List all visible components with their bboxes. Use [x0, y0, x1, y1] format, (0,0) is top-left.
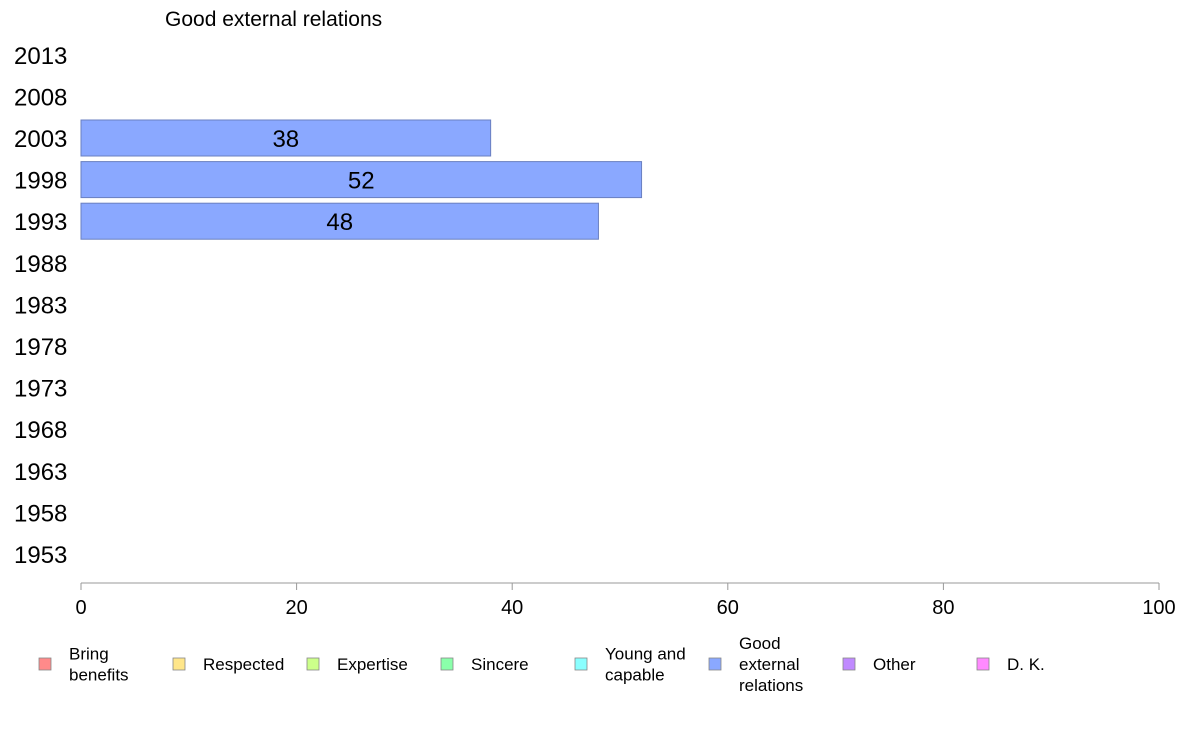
legend-swatch [976, 657, 990, 671]
y-axis-labels: 2013 2008 2003 1998 1993 1988 1983 1978 1973 1968… [14, 43, 67, 569]
y-tick-label: 1998 [14, 168, 67, 195]
legend-label: Young and capable [605, 645, 686, 685]
legend-swatch [708, 657, 722, 671]
legend-swatch [842, 657, 856, 671]
legend-label: Sincere [471, 655, 529, 674]
legend-swatch [574, 657, 588, 671]
y-tick-label: 1968 [14, 417, 67, 444]
legend-label: Good external relations [739, 634, 803, 695]
x-tick-label: 40 [501, 597, 523, 619]
y-tick-label: 1993 [14, 209, 67, 236]
y-tick-label: 1983 [14, 292, 67, 319]
x-tick-label: 0 [75, 597, 86, 619]
legend: Bring benefits Respected Expertise Sincere Yo… [38, 634, 1045, 695]
data-label: 48 [326, 209, 353, 236]
x-tick-label: 60 [717, 597, 739, 619]
legend-label: Bring benefits [69, 645, 129, 685]
legend-swatch [306, 657, 320, 671]
y-tick-label: 2008 [14, 84, 67, 111]
legend-label: Respected [203, 655, 284, 674]
data-label: 38 [272, 126, 299, 153]
chart-title: Good external relations [165, 8, 382, 31]
y-tick-label: 1953 [14, 542, 67, 569]
x-tick-label: 20 [285, 597, 307, 619]
bar [80, 161, 643, 199]
x-tick-label: 80 [932, 597, 954, 619]
y-tick-label: 1988 [14, 251, 67, 278]
legend-swatch [172, 657, 186, 671]
y-tick-label: 2003 [14, 126, 67, 153]
legend-label: Other [873, 655, 916, 674]
legend-label: D. K. [1007, 655, 1045, 674]
y-tick-label: 1978 [14, 334, 67, 361]
x-axis: 0 20 40 60 80 100 [75, 582, 1176, 619]
x-tick-label: 100 [1142, 597, 1175, 619]
legend-label: Expertise [337, 655, 408, 674]
legend-swatch [38, 657, 52, 671]
bar [80, 202, 599, 240]
bar [80, 119, 492, 157]
data-label: 52 [348, 168, 375, 195]
y-tick-label: 1963 [14, 459, 67, 486]
y-tick-label: 1973 [14, 376, 67, 403]
bars: 38 52 48 [80, 119, 643, 240]
legend-swatch [440, 657, 454, 671]
y-tick-label: 2013 [14, 43, 67, 70]
y-tick-label: 1958 [14, 500, 67, 527]
